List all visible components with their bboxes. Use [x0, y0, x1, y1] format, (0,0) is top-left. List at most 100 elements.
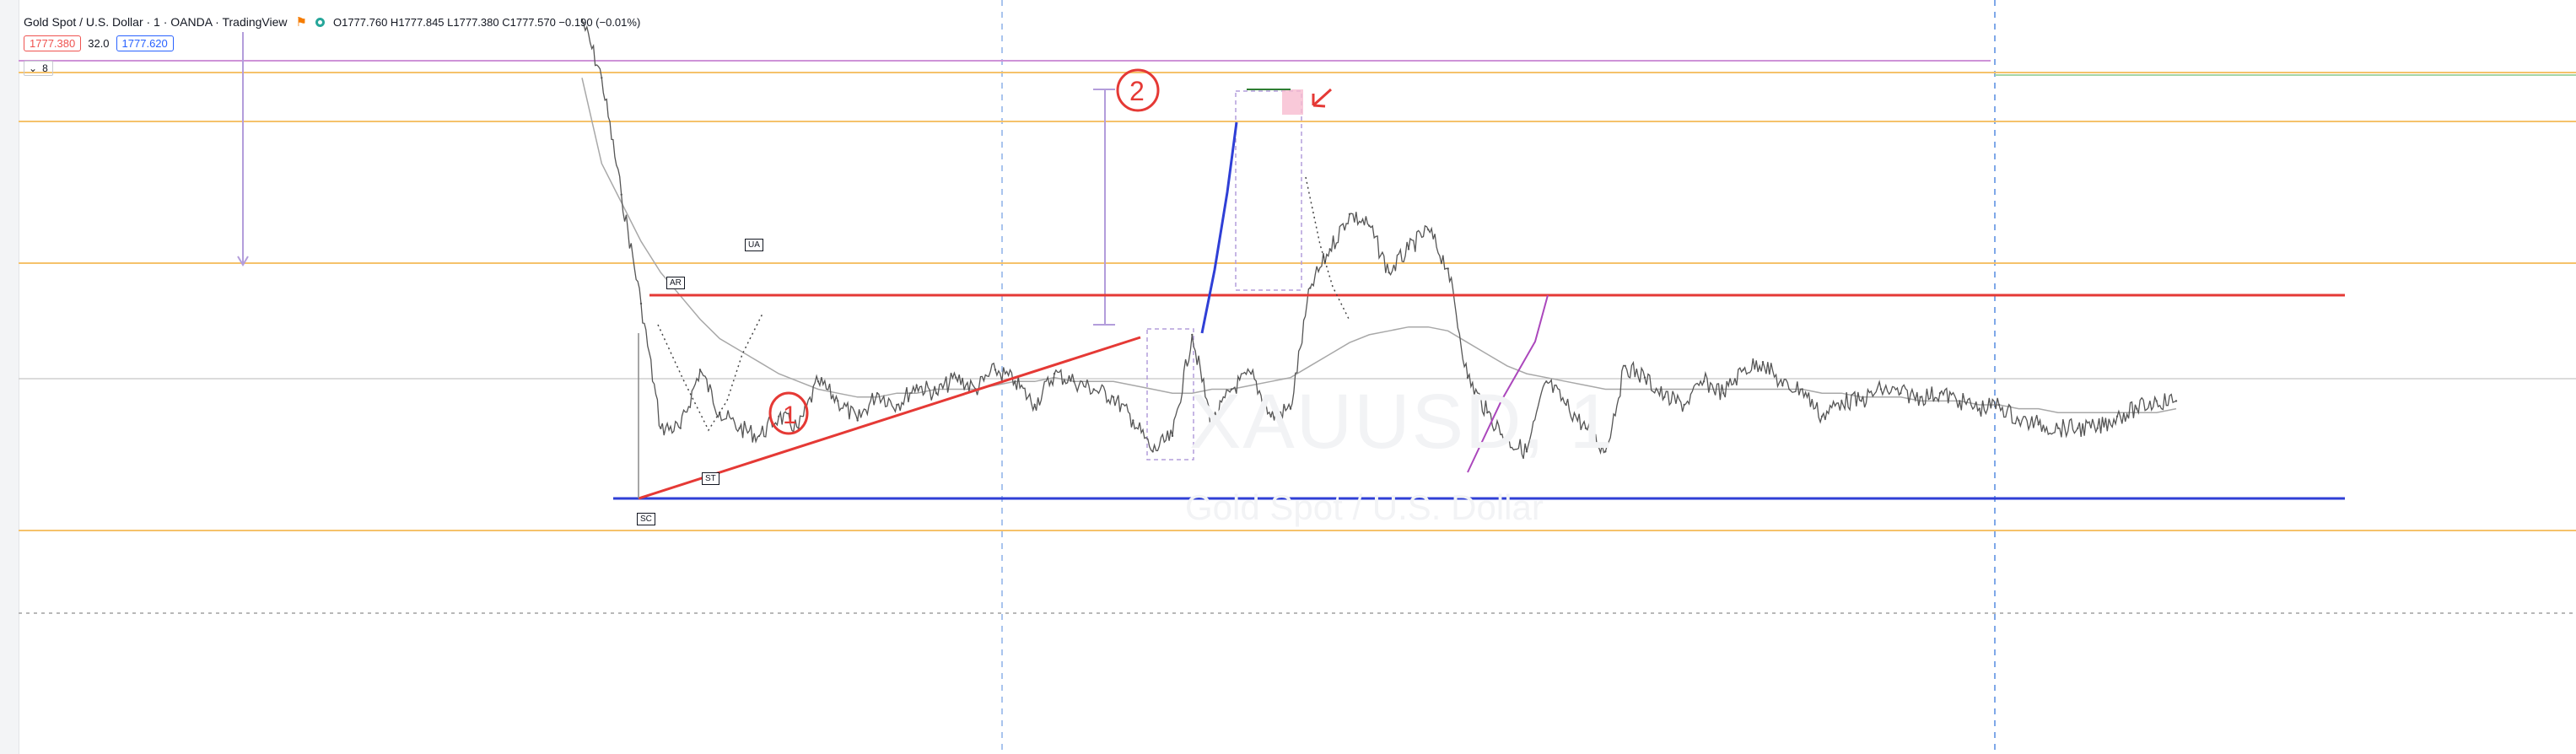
moving-average-layer [581, 78, 2177, 413]
price-point [738, 427, 741, 429]
label-ar[interactable]: AR [666, 277, 685, 289]
price-point [580, 18, 584, 21]
symbol-watermark: XAUUSD, 1 [1189, 379, 1614, 465]
price-point [896, 403, 898, 407]
price-point [1584, 427, 1587, 429]
spread-value: 32.0 [88, 37, 110, 50]
price-point [1781, 384, 1784, 387]
price-point [1033, 403, 1036, 407]
price-point [679, 427, 682, 429]
price-point [1742, 369, 1744, 371]
price-point [1938, 392, 1942, 395]
price-point [601, 77, 603, 79]
symbol-title[interactable]: Gold Spot / U.S. Dollar · 1 · OANDA · Tr… [24, 15, 288, 29]
price-point [2115, 415, 2119, 417]
price-point [1328, 248, 1331, 250]
indicators-count: 8 [42, 62, 48, 74]
price-point [1388, 271, 1390, 274]
bid-ask-row: 1777.380 32.0 1777.620 [24, 35, 174, 51]
price-point [1565, 403, 1567, 407]
arrow-head-icon [237, 256, 249, 267]
price-point [1250, 372, 1253, 375]
price-point [778, 415, 780, 417]
price-point [915, 384, 918, 387]
price-point [1092, 388, 1095, 390]
price-point [856, 419, 859, 422]
range-box [1146, 328, 1194, 460]
price-point [1053, 372, 1056, 375]
label-sc[interactable]: SC [637, 513, 655, 525]
label-st[interactable]: ST [702, 472, 719, 485]
description-watermark: Gold Spot / U.S. Dollar [1185, 487, 1544, 527]
hand-arrow-icon [1312, 88, 1333, 108]
dotted-path [657, 311, 764, 432]
price-point [1624, 364, 1626, 367]
rising-trendline[interactable] [638, 336, 1141, 500]
price-point [1801, 388, 1803, 390]
price-point [1525, 450, 1528, 453]
sell-price-button[interactable]: 1777.380 [24, 35, 82, 51]
price-point [2096, 427, 2099, 429]
price-point [1269, 415, 1272, 417]
price-point [1368, 224, 1371, 227]
price-point [1191, 333, 1194, 337]
price-point [816, 380, 820, 383]
price-point [639, 302, 643, 305]
price-point [1643, 376, 1646, 379]
symbol-legend[interactable]: Gold Spot / U.S. Dollar · 1 · OANDA · Tr… [24, 12, 640, 32]
price-point [660, 427, 662, 429]
distribution-highlight [1282, 89, 1303, 115]
price-point [1702, 380, 1706, 383]
price-point [1506, 439, 1508, 441]
price-point [955, 376, 957, 379]
price-point [1112, 396, 1115, 398]
price-point [1663, 396, 1666, 398]
price-point [757, 434, 761, 438]
price-point [1919, 396, 1921, 398]
indicators-toggle[interactable]: ⌄ 8 [24, 61, 53, 76]
purple-trend-path [1467, 294, 1549, 473]
price-point [2077, 427, 2079, 429]
price-point [1014, 380, 1016, 383]
price-point [1604, 450, 1607, 453]
price-point [1427, 229, 1430, 231]
flag-icon[interactable]: ⚑ [295, 15, 307, 30]
price-point [1171, 434, 1174, 438]
price-point [2037, 423, 2040, 426]
price-point [1722, 392, 1725, 395]
annotation-circle-2 [1116, 68, 1160, 112]
price-point [876, 392, 879, 395]
annotation-label-2: 2 [1129, 76, 1145, 106]
price-point [2136, 407, 2138, 410]
price-point [994, 369, 997, 371]
price-point [1132, 419, 1134, 422]
price-point [1683, 403, 1685, 407]
price-point [1073, 380, 1075, 383]
moving-average-line [581, 78, 2177, 413]
annotation-circle-1 [768, 391, 809, 435]
price-point [1407, 248, 1410, 250]
price-point [1545, 380, 1548, 383]
left-toolbar [0, 0, 19, 754]
price-point [1447, 267, 1449, 270]
buy-price-button[interactable]: 1777.620 [116, 35, 174, 51]
range-box [1235, 90, 1302, 291]
price-point [1486, 412, 1489, 414]
price-point [1959, 400, 1961, 402]
blue-rally-path [1200, 121, 1238, 334]
chevron-down-icon[interactable]: ⌄ [29, 62, 38, 74]
price-point [1210, 423, 1213, 426]
price-point [1860, 400, 1862, 402]
price-point [1879, 388, 1883, 390]
price-point [2155, 400, 2158, 402]
price-point [2056, 427, 2060, 429]
price-point [837, 400, 839, 402]
price-point [1348, 213, 1351, 215]
price-point [698, 369, 702, 371]
price-point [1309, 287, 1312, 289]
price-point [1820, 415, 1824, 417]
price-point [2018, 419, 2020, 422]
label-ua[interactable]: UA [745, 239, 763, 251]
price-layer [580, 18, 2178, 460]
